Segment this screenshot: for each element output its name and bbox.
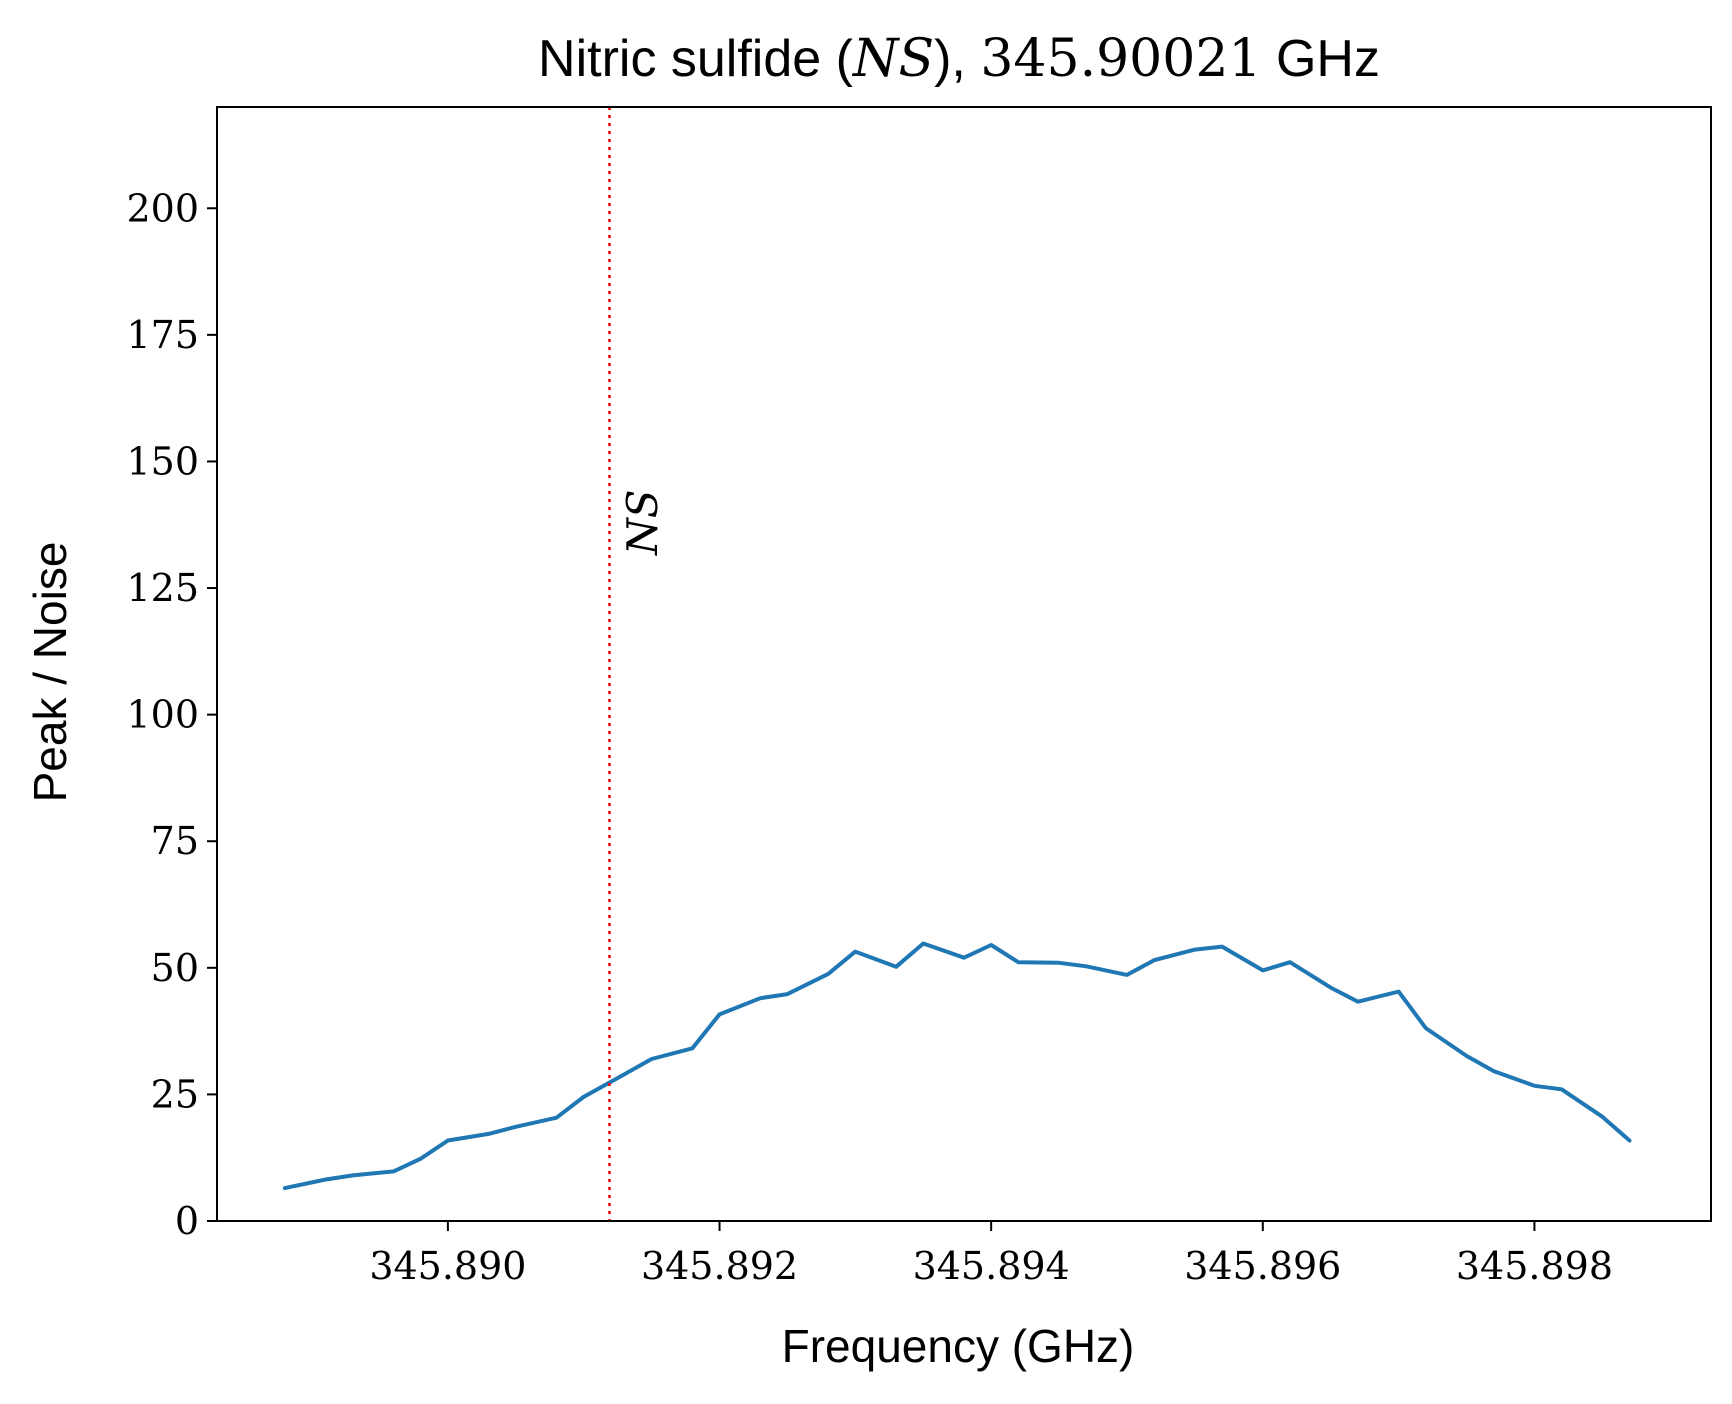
plot-frame [216,106,1712,1222]
y-tick-label: 150 [126,439,199,483]
x-axis-ticks: 345.890 345.892 345.894 345.896 345.898 [369,1221,1613,1288]
series-line-0 [282,941,1632,1191]
y-tick-label: 200 [126,186,199,230]
x-tick-label: 345.898 [1456,1244,1613,1288]
chart-title-frequency: 345.90021 [980,29,1261,89]
line-annotation-label: NS [618,489,667,556]
x-tick-label: 345.890 [369,1244,526,1288]
y-tick-label: 75 [151,819,199,863]
x-tick-label: 345.896 [1184,1244,1341,1288]
x-axis-label: Frequency (GHz) [782,1320,1135,1372]
y-tick-label: 25 [151,1072,199,1116]
chart-title: Nitric sulfide (NS), 345.90021 GHz [538,29,1380,89]
y-axis-ticks: 0 25 50 75 100 125 150 175 200 [126,186,217,1243]
y-tick-label: 125 [126,566,199,610]
x-tick-label: 345.894 [913,1244,1070,1288]
y-tick-label: 100 [126,693,199,737]
y-tick-label: 0 [175,1199,199,1243]
y-axis-label: Peak / Noise [24,542,76,803]
x-tick-label: 345.892 [641,1244,798,1288]
y-tick-label: 175 [126,313,199,357]
chart-title-molecule: NS [851,29,934,89]
chart-title-prefix: Nitric sulfide ( [538,30,854,88]
plot-area: NS [216,106,1712,1222]
chart-title-middle: ), [934,30,980,88]
y-tick-label: 50 [151,946,199,990]
chart-title-suffix: GHz [1262,30,1380,88]
